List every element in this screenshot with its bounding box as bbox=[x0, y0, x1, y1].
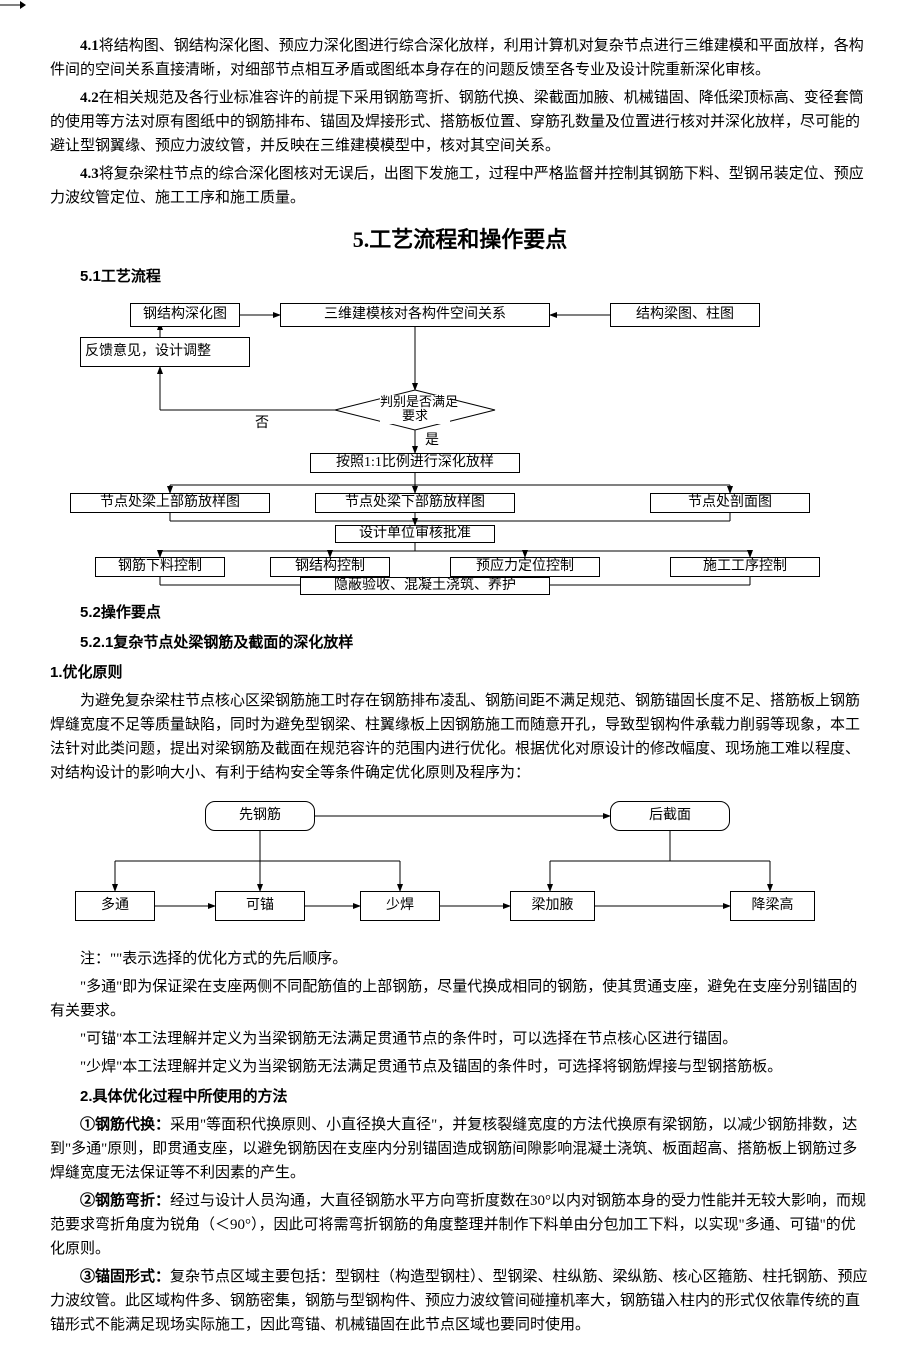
note-line-3: "可锚"本工法理解并定义为当梁钢筋无法满足贯通节点的条件时，可以选择在节点核心区… bbox=[50, 1027, 870, 1051]
num-4-1: 4.1 bbox=[80, 38, 99, 54]
note-1b: "表示选择的优化方式的先后顺序。 bbox=[116, 951, 347, 967]
paragraph-4-2: 4.2在相关规范及各行业标准容许的前提下采用钢筋弯折、钢筋代换、梁截面加腋、机械… bbox=[50, 86, 870, 158]
opt-methods-title: 2.具体优化过程中所使用的方法 bbox=[50, 1085, 870, 1109]
heading-5-1: 5.1工艺流程 bbox=[50, 265, 870, 289]
note-line-2: "多通"即为保证梁在支座两侧不同配筋值的上部钢筋，尽量代换成相同的钢筋，使其贯通… bbox=[50, 975, 870, 1023]
heading-5-2: 5.2操作要点 bbox=[50, 601, 870, 625]
node-final: 隐蔽验收、混凝土浇筑、养护 bbox=[300, 577, 550, 595]
node-feedback: 反馈意见，设计调整 bbox=[80, 337, 250, 367]
m1-head: ①钢筋代换： bbox=[80, 1117, 170, 1133]
note-line-4: "少焊"本工法理解并定义为当梁钢筋无法满足贯通节点及锚固的条件时，可选择将钢筋焊… bbox=[50, 1055, 870, 1079]
optimization-flowchart: 先钢筋 后截面 多通 可锚 少焊 梁加腋 降梁高 bbox=[50, 791, 870, 941]
m2-body: 经过与设计人员沟通，大直径钢筋水平方向弯折度数在30°以内对钢筋本身的受力性能并… bbox=[50, 1193, 866, 1257]
node-steel-drawing: 钢结构深化图 bbox=[130, 303, 240, 327]
num-4-3: 4.3 bbox=[80, 166, 99, 182]
opt-principle-text: 为避免复杂梁柱节点核心区梁钢筋施工时存在钢筋排布凌乱、钢筋间距不满足规范、钢筋锚… bbox=[50, 689, 870, 785]
node-procedure-control: 施工工序控制 bbox=[670, 557, 820, 577]
process-flowchart: 钢结构深化图 三维建模核对各构件空间关系 结构梁图、柱图 反馈意见，设计调整 判… bbox=[50, 295, 870, 595]
node-rebar-control: 钢筋下料控制 bbox=[95, 557, 225, 577]
node-struct-drawing: 结构梁图、柱图 bbox=[610, 303, 760, 327]
node-shaohan: 少焊 bbox=[360, 891, 440, 921]
text-4-3: 将复杂梁柱节点的综合深化图核对无误后，出图下发施工，过程中严格监督并控制其钢筋下… bbox=[50, 166, 864, 206]
node-jiangliang: 降梁高 bbox=[730, 891, 815, 921]
paragraph-4-1: 4.1将结构图、钢结构深化图、预应力深化图进行综合深化放样，利用计算机对复杂节点… bbox=[50, 34, 870, 82]
section-5-title: 5.工艺流程和操作要点 bbox=[50, 222, 870, 257]
method-1: ①钢筋代换：采用"等面积代换原则、小直径换大直径"，并复核裂缝宽度的方法代换原有… bbox=[50, 1113, 870, 1185]
num-4-2: 4.2 bbox=[80, 90, 99, 106]
node-section: 节点处剖面图 bbox=[650, 493, 810, 513]
label-yes: 是 bbox=[425, 430, 439, 452]
node-duotong: 多通 bbox=[75, 891, 155, 921]
label-no: 否 bbox=[255, 413, 269, 435]
method-2: ②钢筋弯折：经过与设计人员沟通，大直径钢筋水平方向弯折度数在30°以内对钢筋本身… bbox=[50, 1189, 870, 1261]
node-top-rebar: 节点处梁上部筋放样图 bbox=[70, 493, 270, 513]
text-4-2: 在相关规范及各行业标准容许的前提下采用钢筋弯折、钢筋代换、梁截面加腋、机械锚固、… bbox=[50, 90, 864, 154]
node-bot-rebar: 节点处梁下部筋放样图 bbox=[315, 493, 515, 513]
paragraph-4-3: 4.3将复杂梁柱节点的综合深化图核对无误后，出图下发施工，过程中严格监督并控制其… bbox=[50, 162, 870, 210]
node-jiayue: 梁加腋 bbox=[510, 891, 595, 921]
m3-head: ③锚固形式： bbox=[80, 1269, 170, 1285]
decision-text: 判别是否满足 要求 bbox=[380, 395, 450, 424]
m2-head: ②钢筋弯折： bbox=[80, 1193, 170, 1209]
note-1a: 注：" bbox=[80, 951, 116, 967]
node-section-after: 后截面 bbox=[610, 801, 730, 831]
method-3: ③锚固形式：复杂节点区域主要包括：型钢柱（构造型钢柱）、型钢梁、柱纵筋、梁纵筋、… bbox=[50, 1265, 870, 1337]
node-steel-first: 先钢筋 bbox=[205, 801, 315, 831]
m1-body: 采用"等面积代换原则、小直径换大直径"，并复核裂缝宽度的方法代换原有梁钢筋，以减… bbox=[50, 1117, 857, 1181]
node-1to1: 按照1:1比例进行深化放样 bbox=[310, 453, 520, 473]
opt-principle-title: 1.优化原则 bbox=[50, 661, 870, 685]
node-3d-model: 三维建模核对各构件空间关系 bbox=[280, 303, 550, 327]
heading-5-2-1: 5.2.1复杂节点处梁钢筋及截面的深化放样 bbox=[50, 631, 870, 655]
m3-body: 复杂节点区域主要包括：型钢柱（构造型钢柱）、型钢梁、柱纵筋、梁纵筋、核心区箍筋、… bbox=[50, 1269, 868, 1333]
node-kemao: 可锚 bbox=[215, 891, 305, 921]
text-4-1: 将结构图、钢结构深化图、预应力深化图进行综合深化放样，利用计算机对复杂节点进行三… bbox=[50, 38, 864, 78]
note-line-1: 注：""表示选择的优化方式的先后顺序。 bbox=[50, 947, 870, 971]
node-design-review: 设计单位审核批准 bbox=[335, 525, 495, 543]
arrow-icon bbox=[0, 0, 26, 10]
